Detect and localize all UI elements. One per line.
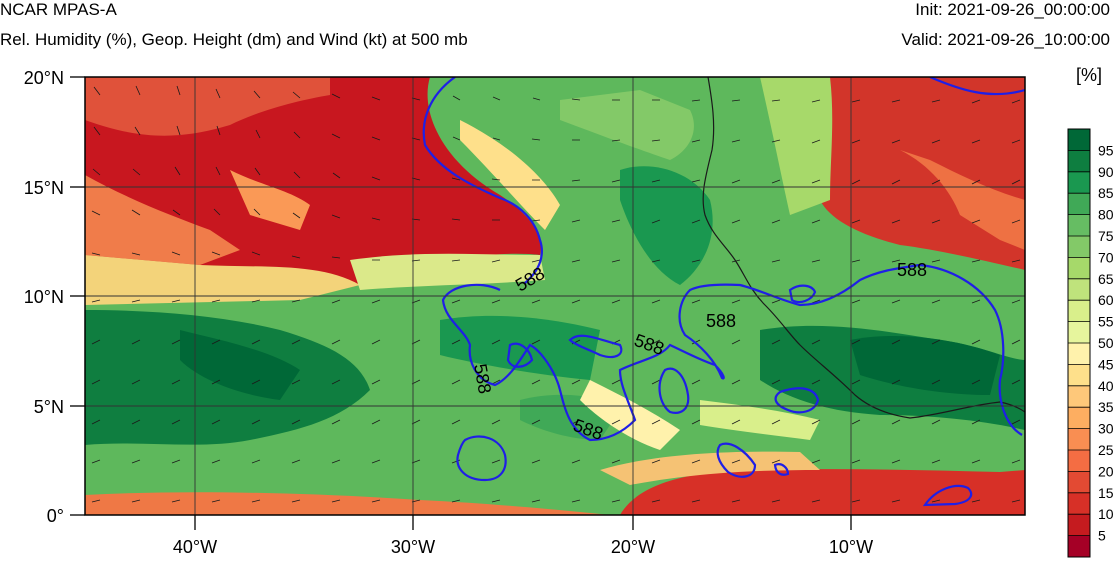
colorbar-tick-label: 70 [1098, 249, 1114, 265]
colorbar-tick-label: 5 [1098, 528, 1106, 544]
graticule [85, 77, 1025, 515]
colorbar-swatch [1068, 343, 1090, 365]
colorbar-swatch [1068, 407, 1090, 429]
colorbar-swatch [1068, 300, 1090, 322]
colorbar-tick-label: 10 [1098, 506, 1114, 522]
valid-time: Valid: 2021-09-26_10:00:00 [901, 30, 1110, 49]
colorbar-swatch [1068, 535, 1090, 558]
lon-label: 20°W [611, 537, 655, 557]
colorbar-tick-label: 40 [1098, 378, 1114, 394]
map-subtitle: Rel. Humidity (%), Geop. Height (dm) and… [0, 30, 468, 49]
lat-label: 0° [47, 506, 64, 526]
colorbar-swatch [1068, 171, 1090, 194]
colorbar-tick-label: 80 [1098, 207, 1114, 223]
coastline [702, 77, 1025, 419]
colorbar-swatch [1068, 364, 1090, 387]
colorbar-swatch [1068, 236, 1090, 258]
colorbar: 95 90 85 80 75 70 65 60 55 50 45 40 35 30 25 20 15 10 5 [1067, 128, 1114, 558]
lat-label: 20°N [24, 68, 64, 88]
height-contours [422, 77, 1025, 507]
map-title: NCAR MPAS-A [0, 0, 117, 19]
lon-label: 10°W [829, 537, 873, 557]
colorbar-swatch [1068, 514, 1090, 536]
colorbar-tick-label: 15 [1098, 485, 1114, 501]
colorbar-tick-label: 35 [1098, 399, 1114, 415]
colorbar-swatch [1068, 321, 1090, 344]
colorbar-units: [%] [1076, 65, 1103, 85]
colorbar-swatch [1068, 385, 1090, 408]
colorbar-swatch [1068, 471, 1090, 494]
contour-label: 588 [706, 311, 736, 331]
colorbar-tick-label: 75 [1098, 228, 1114, 244]
colorbar-swatch [1068, 450, 1090, 472]
colorbar-tick-label: 60 [1098, 292, 1114, 308]
init-time: Init: 2021-09-26_00:00:00 [915, 0, 1110, 19]
colorbar-swatch [1068, 428, 1090, 451]
colorbar-swatch [1068, 492, 1090, 515]
colorbar-swatch [1068, 150, 1090, 173]
colorbar-swatch [1068, 193, 1090, 215]
colorbar-tick-label: 45 [1098, 356, 1114, 372]
colorbar-swatch [1068, 214, 1090, 237]
colorbar-tick-label: 30 [1098, 421, 1114, 437]
wind-vectors [91, 85, 1021, 503]
contour-label: 588 [897, 260, 927, 280]
colorbar-tick-label: 25 [1098, 442, 1114, 458]
colorbar-swatch [1068, 129, 1090, 151]
colorbar-tick-label: 50 [1098, 335, 1114, 351]
lat-label: 10°N [24, 287, 64, 307]
colorbar-swatch [1068, 278, 1090, 301]
colorbar-tick-label: 95 [1098, 142, 1114, 158]
lat-label: 5°N [34, 397, 64, 417]
colorbar-tick-label: 90 [1098, 164, 1114, 180]
lon-label: 30°W [391, 537, 435, 557]
colorbar-tick-label: 65 [1098, 271, 1114, 287]
lon-label: 40°W [173, 537, 217, 557]
colorbar-tick-label: 85 [1098, 185, 1114, 201]
lat-label: 15°N [24, 178, 64, 198]
colorbar-tick-label: 55 [1098, 314, 1114, 330]
colorbar-tick-label: 20 [1098, 463, 1114, 479]
colorbar-swatch [1068, 257, 1090, 280]
